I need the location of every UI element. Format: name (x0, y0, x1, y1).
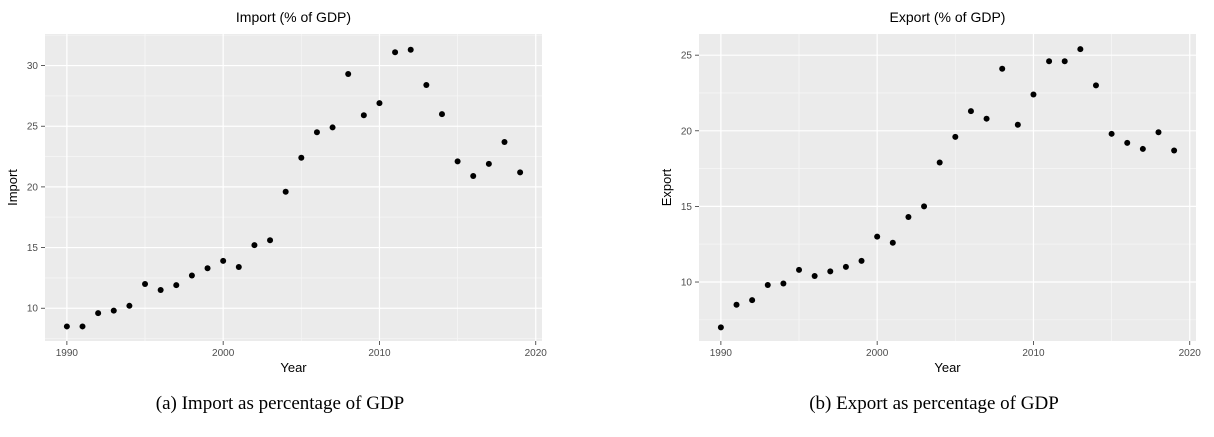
import-data-point (329, 124, 336, 131)
export-y-tick-label: 20 (681, 126, 693, 137)
export-y-tick-label: 25 (681, 51, 693, 62)
import-y-tick-label: 20 (27, 182, 39, 193)
import-data-point (110, 307, 117, 314)
export-data-point (733, 301, 740, 308)
export-data-point (1092, 82, 1099, 89)
export-data-point (796, 266, 803, 273)
import-x-axis-title: Year (280, 360, 307, 375)
export-data-point (1155, 129, 1162, 136)
import-data-point (501, 138, 508, 145)
import-data-point (63, 323, 70, 330)
export-data-point (889, 239, 896, 246)
import-y-tick-label: 15 (27, 243, 39, 254)
import-data-point (485, 160, 492, 167)
export-plot-panel (699, 34, 1196, 341)
import-data-point (313, 129, 320, 136)
export-data-point (874, 233, 881, 240)
import-data-point (282, 188, 289, 195)
caption-import: (a) Import as percentage of GDP (155, 393, 405, 414)
export-data-point (1014, 121, 1021, 128)
import-data-point (454, 158, 461, 165)
import-data-point (298, 154, 305, 161)
export-data-point (858, 257, 865, 264)
import-scatter-chart: Import (% of GDP) 1990 2000 2010 2020 10 15 20 2… (5, 9, 548, 375)
export-data-point (1124, 139, 1131, 146)
export-data-point (1108, 130, 1115, 137)
import-plot-panel (45, 34, 542, 341)
export-data-point (1171, 147, 1178, 154)
import-data-point (157, 287, 164, 294)
import-data-point (251, 242, 258, 249)
import-data-point (188, 272, 195, 279)
import-data-point (126, 302, 133, 309)
import-y-tick-label: 25 (27, 122, 39, 133)
export-y-axis-title: Export (659, 168, 674, 206)
export-data-point (1061, 58, 1068, 65)
import-data-point (95, 310, 102, 317)
export-data-point (717, 324, 724, 331)
export-x-tick-label: 1990 (710, 348, 733, 359)
import-data-point (235, 263, 242, 270)
import-data-point (517, 169, 524, 176)
export-x-tick-label: 2010 (1022, 348, 1045, 359)
export-data-point (967, 108, 974, 115)
import-x-tick-label: 1990 (56, 348, 79, 359)
import-data-point (438, 111, 445, 118)
import-data-point (407, 46, 414, 53)
import-data-point (142, 280, 149, 287)
import-x-tick-label: 2020 (525, 348, 548, 359)
export-x-tick-label: 2020 (1179, 348, 1202, 359)
export-data-point (983, 115, 990, 122)
export-y-tick-label: 15 (681, 202, 693, 213)
import-y-tick-label: 30 (27, 61, 39, 72)
export-data-point (764, 282, 771, 289)
export-data-point (1030, 91, 1037, 98)
export-data-point (1046, 58, 1053, 65)
export-scatter-chart: Export (% of GDP) 1990 2000 2010 2020 10 15 20 2… (659, 9, 1202, 375)
export-data-point (780, 280, 787, 287)
export-data-point (811, 272, 818, 279)
import-data-point (345, 71, 352, 78)
export-data-point (1139, 145, 1146, 152)
figure-export: Export (% of GDP) 1990 2000 2010 2020 10 15 20 2… (654, 0, 1214, 437)
import-y-tick-label: 10 (27, 304, 39, 315)
import-y-axis-title: Import (5, 169, 20, 206)
import-data-point (423, 81, 430, 88)
export-data-point (827, 268, 834, 275)
export-data-point (1077, 46, 1084, 53)
export-chart-title: Export (% of GDP) (890, 9, 1006, 25)
import-data-point (220, 257, 227, 264)
import-data-point (360, 112, 367, 119)
import-data-point (173, 282, 180, 289)
import-x-tick-label: 2010 (368, 348, 391, 359)
import-data-point (470, 172, 477, 179)
figure-import: Import (% of GDP) 1990 2000 2010 2020 10 15 20 2… (0, 0, 560, 437)
caption-export: (b) Export as percentage of GDP (809, 393, 1059, 414)
import-chart-title: Import (% of GDP) (236, 9, 351, 25)
export-data-point (921, 203, 928, 210)
export-data-point (842, 263, 849, 270)
export-x-tick-label: 2000 (866, 348, 889, 359)
import-data-point (79, 323, 86, 330)
export-data-point (749, 297, 756, 304)
import-data-point (267, 237, 274, 244)
import-data-point (392, 49, 399, 56)
export-data-point (999, 65, 1006, 72)
import-data-point (376, 100, 383, 107)
import-data-point (204, 265, 211, 272)
export-data-point (905, 213, 912, 220)
export-data-point (952, 133, 959, 140)
export-y-tick-label: 10 (681, 278, 693, 289)
export-x-axis-title: Year (934, 360, 961, 375)
export-data-point (936, 159, 943, 166)
import-x-tick-label: 2000 (212, 348, 235, 359)
